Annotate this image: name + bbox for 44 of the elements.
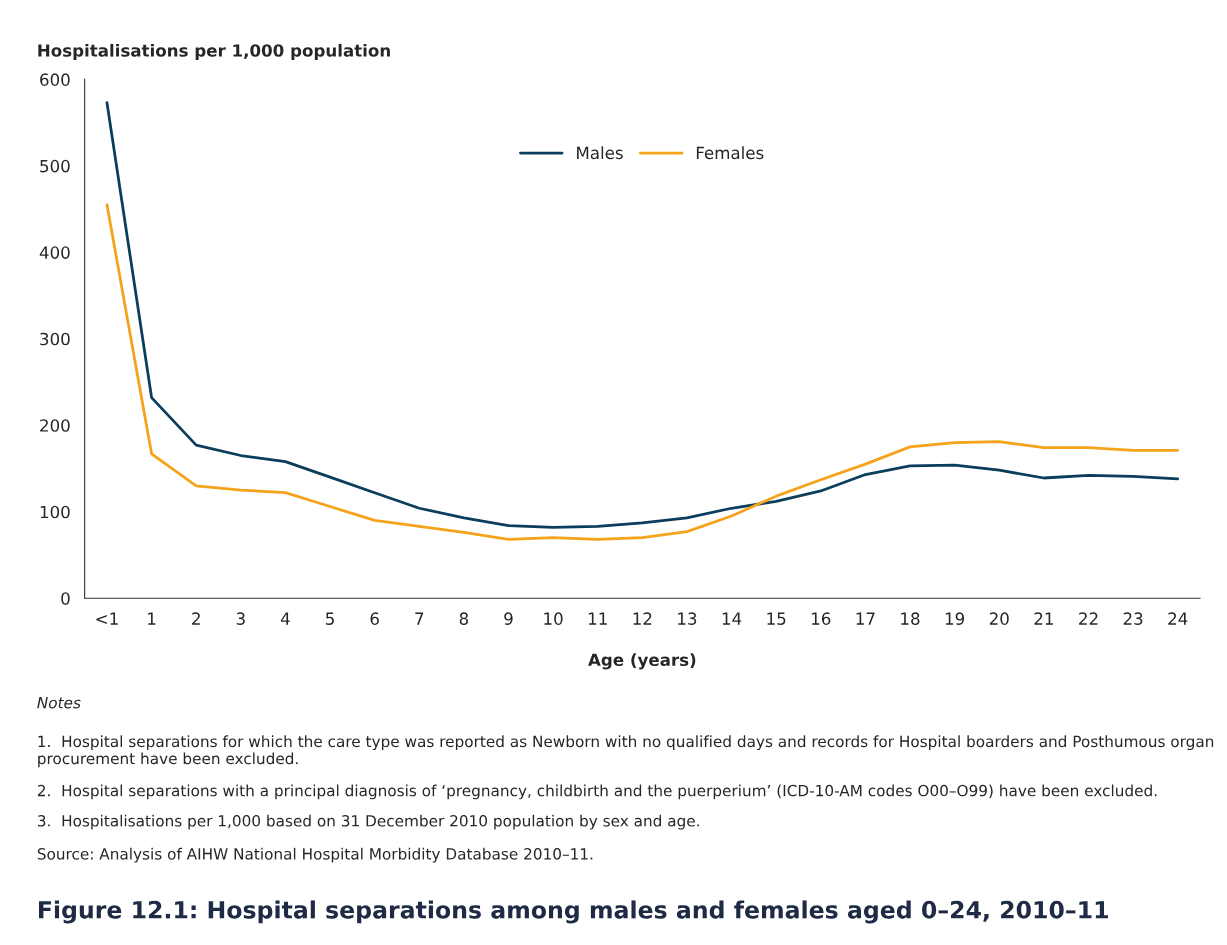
y-tick-label: 100 xyxy=(40,505,70,519)
x-tick-label: 7 xyxy=(415,612,424,625)
x-tick-label: 14 xyxy=(722,612,742,625)
y-tick-label: 300 xyxy=(40,332,70,346)
x-tick-label: 4 xyxy=(280,612,290,625)
y-tick-label: 200 xyxy=(40,419,70,432)
source-note: Source: Analysis of AIHW National Hospital Morbidity Database 2010–11. xyxy=(37,847,593,863)
text: 1. Hospital separations for which the care type was reported as Newborn with no qualified days and records for Hospital boarders and Posthumous organ procurement have been excluded. xyxy=(38,735,1214,768)
x-tick-label: 11 xyxy=(588,612,607,625)
y-tick-label: 400 xyxy=(39,246,70,259)
x-tick-label: 23 xyxy=(1123,612,1143,625)
x-tick-label: 12 xyxy=(633,612,652,625)
x-tick-label: 3 xyxy=(236,612,245,625)
legend-label: Females xyxy=(696,146,764,160)
y-tick-label: 600 xyxy=(40,73,70,86)
x-axis-title: Age (years) xyxy=(588,653,696,670)
x-tick-label: 16 xyxy=(812,612,831,625)
y-tick-label: 500 xyxy=(40,159,70,173)
x-tick-label: 5 xyxy=(326,612,334,625)
x-tick-label: 19 xyxy=(945,612,965,625)
line-series xyxy=(105,101,1180,529)
x-tick-label: 17 xyxy=(856,612,875,625)
line-series xyxy=(105,203,1180,541)
y-tick-label: 0 xyxy=(61,592,70,605)
y-axis-title: Hospitalisations per 1,000 population xyxy=(38,43,390,61)
x-tick-label: 21 xyxy=(1034,612,1053,625)
legend-label: Males xyxy=(577,146,623,160)
text: 3. Hospitalisations per 1,000 based on 31 December 2010 population by sex and age. xyxy=(37,814,699,830)
x-tick-label: 18 xyxy=(901,612,920,625)
text: 2. Hospital separations with a principal diagnosis of ‘pregnancy, childbirth and the puerperium’ (ICD-10-AM codes O00–O99) have been excluded. xyxy=(37,784,1157,800)
x-tick-label: 20 xyxy=(989,612,1009,625)
x-tick-label: 6 xyxy=(370,612,379,625)
x-tick-label: 1 xyxy=(148,612,156,625)
x-tick-label: 8 xyxy=(459,612,469,625)
x-tick-label: 13 xyxy=(678,612,697,625)
x-tick-label: 2 xyxy=(192,612,200,625)
x-tick-label: 10 xyxy=(544,612,563,625)
x-tick-label: 15 xyxy=(767,612,786,625)
text: Figure 12.1: Hospital separations among males and females aged 0–24, 2010–11 xyxy=(38,900,1108,924)
text: Notes xyxy=(37,697,81,709)
x-tick-label: 22 xyxy=(1079,612,1098,625)
x-tick-label: 24 xyxy=(1168,612,1188,625)
x-tick-label: <1 xyxy=(96,612,118,625)
x-tick-label: 9 xyxy=(504,612,513,625)
